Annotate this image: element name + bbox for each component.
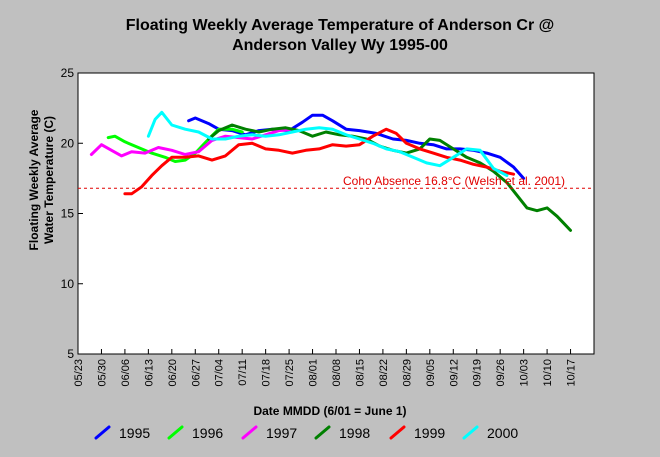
x-tick-label: 06/06 [120, 359, 132, 387]
legend-label-2000: 2000 [487, 425, 518, 441]
y-axis-title-line1: Floating Weekly Average [27, 109, 41, 250]
x-tick-label: 08/22 [378, 359, 390, 387]
x-tick-label: 05/30 [96, 359, 108, 387]
y-axis-title-line2: Water Temperature (C) [42, 116, 56, 244]
x-axis-title: Date MMDD (6/01 = June 1) [253, 404, 406, 418]
x-tick-label: 09/19 [472, 359, 484, 387]
series-line-1997 [89, 127, 294, 158]
y-tick-label: 15 [61, 207, 75, 221]
x-tick-label: 09/05 [425, 359, 437, 387]
series-line-2000 [146, 110, 509, 178]
x-tick-label: 09/12 [448, 359, 460, 387]
legend-label-1995: 1995 [119, 425, 150, 441]
x-tick-label: 08/29 [401, 359, 413, 387]
legend-swatch-1999 [389, 425, 406, 440]
y-axis: 5 10 15 20 25 [61, 66, 83, 361]
x-tick-label: 06/27 [190, 359, 202, 387]
x-tick-label: 07/11 [237, 359, 249, 386]
legend-label-1999: 1999 [414, 425, 445, 441]
x-axis: 05/23 05/30 06/06 06/13 06/20 06/27 07/04 07/11… [73, 349, 578, 387]
y-tick-label: 5 [67, 347, 74, 361]
legend-swatch-1995 [94, 425, 111, 440]
x-tick-label: 08/01 [308, 359, 320, 387]
legend-swatch-1998 [314, 425, 331, 440]
x-tick-label: 09/26 [495, 359, 507, 387]
y-tick-label: 25 [61, 66, 75, 80]
legend-label-1996: 1996 [192, 425, 223, 441]
x-tick-label: 08/08 [331, 359, 343, 387]
x-tick-label: 07/25 [284, 359, 296, 387]
legend-swatch-1996 [167, 425, 184, 440]
legend-label-1997: 1997 [266, 425, 297, 441]
x-tick-label: 07/18 [261, 359, 273, 387]
x-tick-label: 08/15 [354, 359, 366, 387]
x-tick-label: 07/04 [214, 359, 226, 387]
legend-swatch-2000 [462, 425, 479, 440]
series-line-1999 [123, 127, 516, 196]
plot-area [77, 72, 595, 355]
legend: 1995 1996 1997 1998 1999 2000 [94, 425, 518, 441]
chart-title-line1: Floating Weekly Average Temperature of A… [126, 17, 554, 34]
x-tick-label: 10/17 [566, 359, 578, 387]
chart-title-line2: Anderson Valley Wy 1995-00 [232, 37, 448, 54]
y-tick-label: 10 [61, 277, 75, 291]
x-tick-label: 05/23 [73, 359, 85, 387]
x-tick-label: 10/10 [542, 359, 554, 387]
series-layer [89, 110, 572, 232]
x-tick-label: 10/03 [519, 359, 531, 387]
threshold-label: Coho Absence 16.8°C (Welsh et al. 2001) [343, 174, 565, 188]
x-tick-label: 06/20 [167, 359, 179, 387]
legend-label-1998: 1998 [339, 425, 370, 441]
x-tick-label: 06/13 [143, 359, 155, 387]
y-tick-label: 20 [61, 136, 75, 150]
legend-swatch-1997 [241, 425, 258, 440]
